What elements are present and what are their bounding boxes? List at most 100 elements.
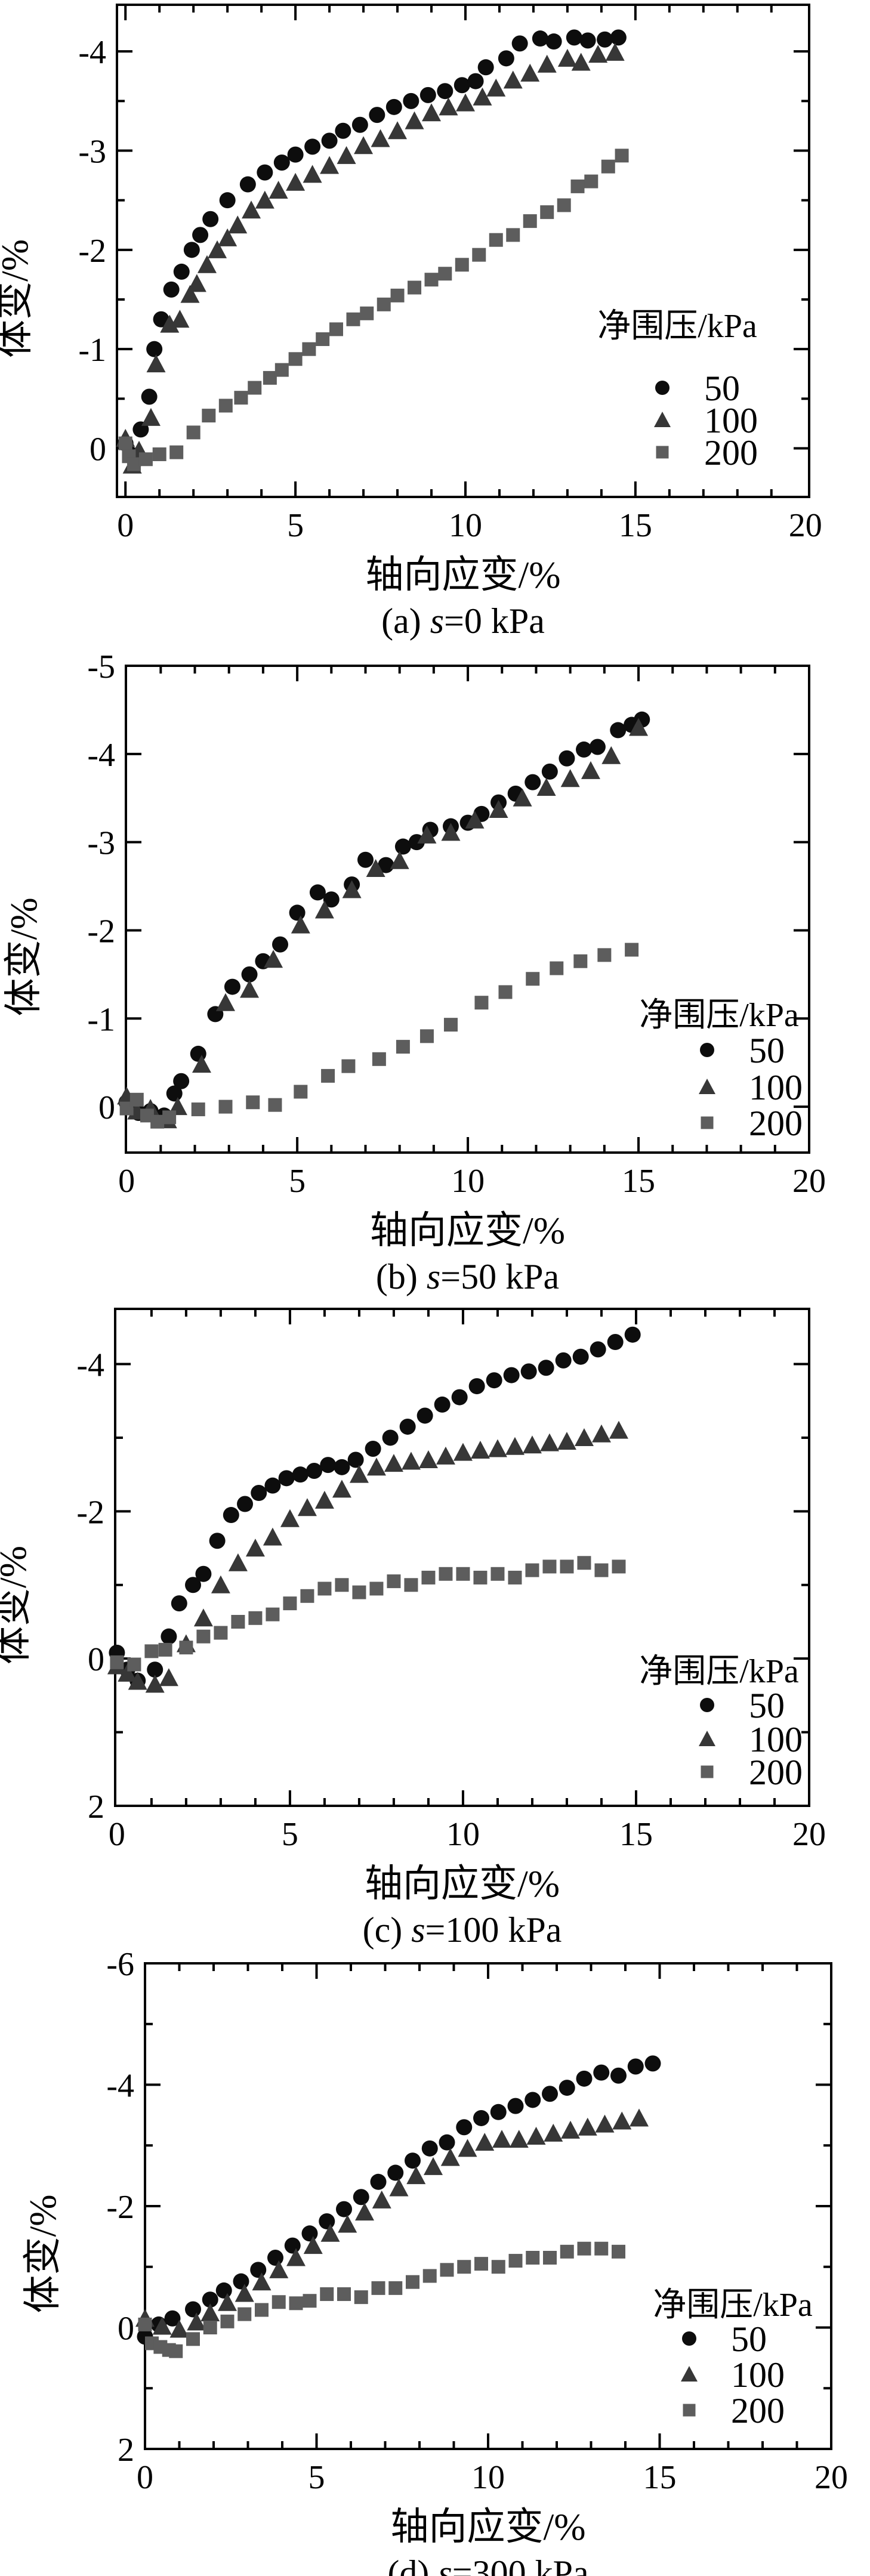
data-point <box>612 2111 632 2130</box>
data-point <box>399 1418 416 1435</box>
data-point <box>231 1614 245 1629</box>
data-point <box>571 52 591 71</box>
data-point <box>455 93 475 112</box>
data-point <box>173 263 190 280</box>
data-point <box>451 1389 468 1406</box>
data-point <box>472 248 486 262</box>
data-point <box>336 2201 352 2217</box>
data-point <box>378 857 394 873</box>
x-tick-label: 10 <box>449 507 482 544</box>
data-point <box>170 310 190 328</box>
data-point <box>473 1570 488 1584</box>
data-point <box>581 761 600 779</box>
x-tick-label: 15 <box>643 2459 677 2496</box>
data-point <box>498 985 513 999</box>
data-point <box>150 1114 165 1129</box>
triangle-legend-icon <box>699 1079 715 1094</box>
data-point <box>145 1675 165 1693</box>
panel-caption: (a) s=0 kPa <box>381 601 545 641</box>
data-point <box>129 1092 144 1107</box>
data-point <box>235 2284 254 2302</box>
data-point <box>439 2134 455 2151</box>
data-point <box>523 214 537 228</box>
data-point <box>335 1578 349 1592</box>
data-point <box>601 746 621 764</box>
x-tick-label: 15 <box>619 507 652 544</box>
legend-label: 50 <box>749 1031 785 1070</box>
data-point <box>394 838 411 855</box>
data-point <box>557 1432 576 1450</box>
x-tick-label: 0 <box>109 1816 125 1853</box>
x-tick-label: 5 <box>289 1163 306 1200</box>
legend-title: 净围压/kPa <box>639 997 799 1034</box>
data-point <box>309 884 326 901</box>
data-point <box>419 1029 434 1043</box>
data-point <box>118 436 132 450</box>
data-point <box>491 2260 505 2274</box>
data-point <box>625 943 639 957</box>
data-point <box>474 996 489 1010</box>
data-point <box>486 78 506 97</box>
y-tick-label: -1 <box>87 1001 115 1038</box>
data-point <box>237 1496 254 1512</box>
data-point <box>191 1102 205 1117</box>
data-point <box>561 2120 580 2139</box>
data-point <box>195 1565 212 1582</box>
legend-title: 净围压/kPa <box>639 1653 799 1690</box>
data-point <box>255 190 274 209</box>
data-point <box>341 1059 356 1073</box>
data-point <box>457 2260 471 2274</box>
y-axis-title: 体变/% <box>2 897 45 1016</box>
y-axis-title: 体变/% <box>0 1546 34 1664</box>
data-point <box>289 2296 303 2311</box>
data-point <box>560 2244 574 2259</box>
data-point <box>456 1567 470 1581</box>
data-point <box>166 1085 183 1102</box>
data-point <box>560 769 580 787</box>
data-point <box>161 1628 177 1645</box>
data-point <box>489 799 508 818</box>
data-point <box>218 1099 233 1114</box>
data-point <box>610 2067 627 2084</box>
data-point <box>303 2294 317 2308</box>
y-tick-label: -3 <box>87 825 115 862</box>
data-point <box>404 1578 418 1592</box>
data-point <box>610 722 627 739</box>
data-point <box>128 1672 147 1690</box>
plot-border <box>114 1308 810 1807</box>
y-axis-title: 体变/% <box>21 2194 64 2313</box>
data-point <box>224 978 240 995</box>
data-point <box>572 1348 589 1365</box>
data-point <box>192 1055 211 1073</box>
data-point <box>287 146 304 163</box>
data-point <box>607 1334 624 1351</box>
y-tick-label: -5 <box>87 648 115 685</box>
data-point <box>263 1527 282 1546</box>
data-point <box>387 2164 404 2181</box>
data-point <box>612 1559 626 1574</box>
data-point <box>303 2236 323 2254</box>
data-point <box>203 2321 217 2334</box>
data-point <box>520 63 540 82</box>
data-point <box>372 2190 391 2209</box>
data-point <box>506 228 520 242</box>
data-point <box>186 2332 200 2346</box>
data-point <box>473 87 492 106</box>
legend-title: 净围压/kPa <box>653 2287 813 2324</box>
data-point <box>354 2290 368 2305</box>
data-point <box>337 146 356 164</box>
data-point <box>473 2109 489 2126</box>
data-point <box>338 2214 357 2233</box>
data-point <box>438 267 452 281</box>
data-point <box>214 1626 228 1640</box>
data-point <box>274 363 289 377</box>
x-tick-label: 0 <box>118 1163 135 1200</box>
data-point <box>455 258 469 272</box>
legend-label: 50 <box>731 2319 767 2359</box>
data-point <box>525 774 541 790</box>
data-point <box>526 2250 540 2265</box>
data-point <box>208 240 227 258</box>
data-point <box>237 2307 252 2321</box>
panel-caption: (b) s=50 kPa <box>376 1257 559 1296</box>
